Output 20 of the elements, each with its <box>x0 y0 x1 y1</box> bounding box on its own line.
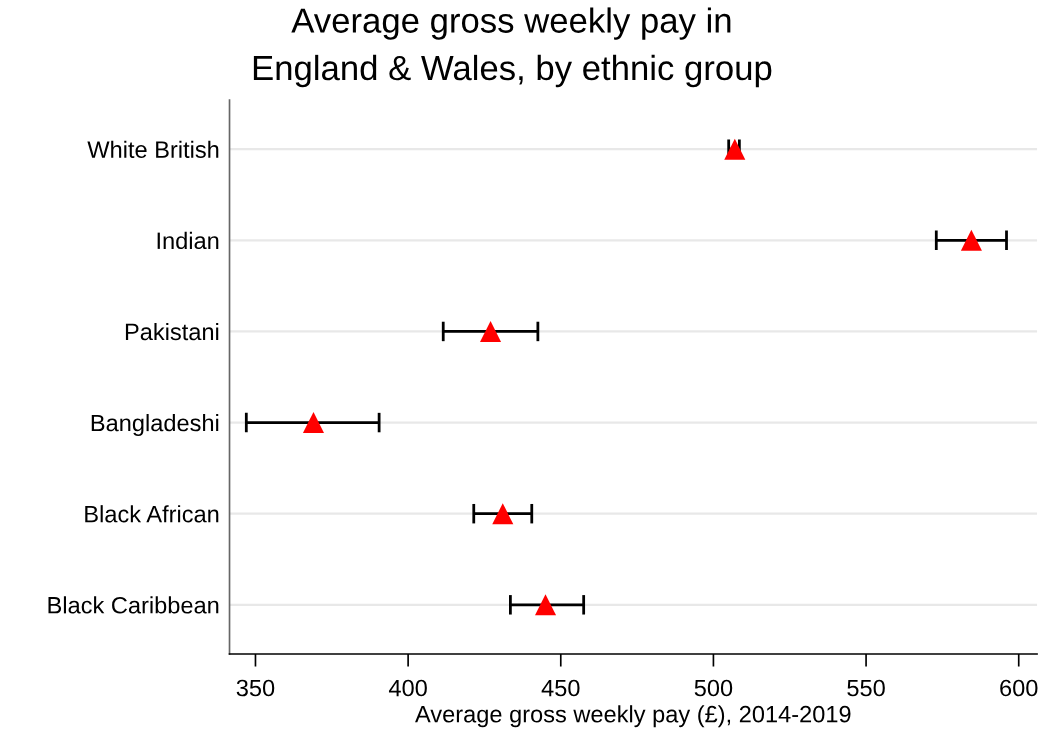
x-tick-label: 450 <box>541 679 580 697</box>
y-tick-label: Black Caribbean <box>48 596 219 614</box>
x-axis-title: Average gross weekly pay (£), 2014-2019 <box>415 705 851 728</box>
x-tick-label: 350 <box>236 679 275 697</box>
point <box>480 320 502 342</box>
point <box>724 138 746 160</box>
y-tick-label: White British <box>87 140 219 158</box>
x-tick-label: 400 <box>388 679 427 697</box>
x-tick-label: 600 <box>1000 679 1038 697</box>
point <box>302 412 325 434</box>
point <box>492 503 514 525</box>
y-tick-label: Black African <box>85 505 219 523</box>
y-tick-label: Bangladeshi <box>91 414 219 437</box>
point <box>960 229 982 251</box>
y-tick-label: Pakistani <box>125 322 219 341</box>
point <box>534 594 557 616</box>
y-tick-label: Indian <box>157 231 219 250</box>
x-tick-label: 500 <box>694 679 733 697</box>
x-tick-label: 550 <box>847 679 885 697</box>
chart-title: Average gross weekly pay in England & Wales, by ethnic group <box>253 7 772 88</box>
